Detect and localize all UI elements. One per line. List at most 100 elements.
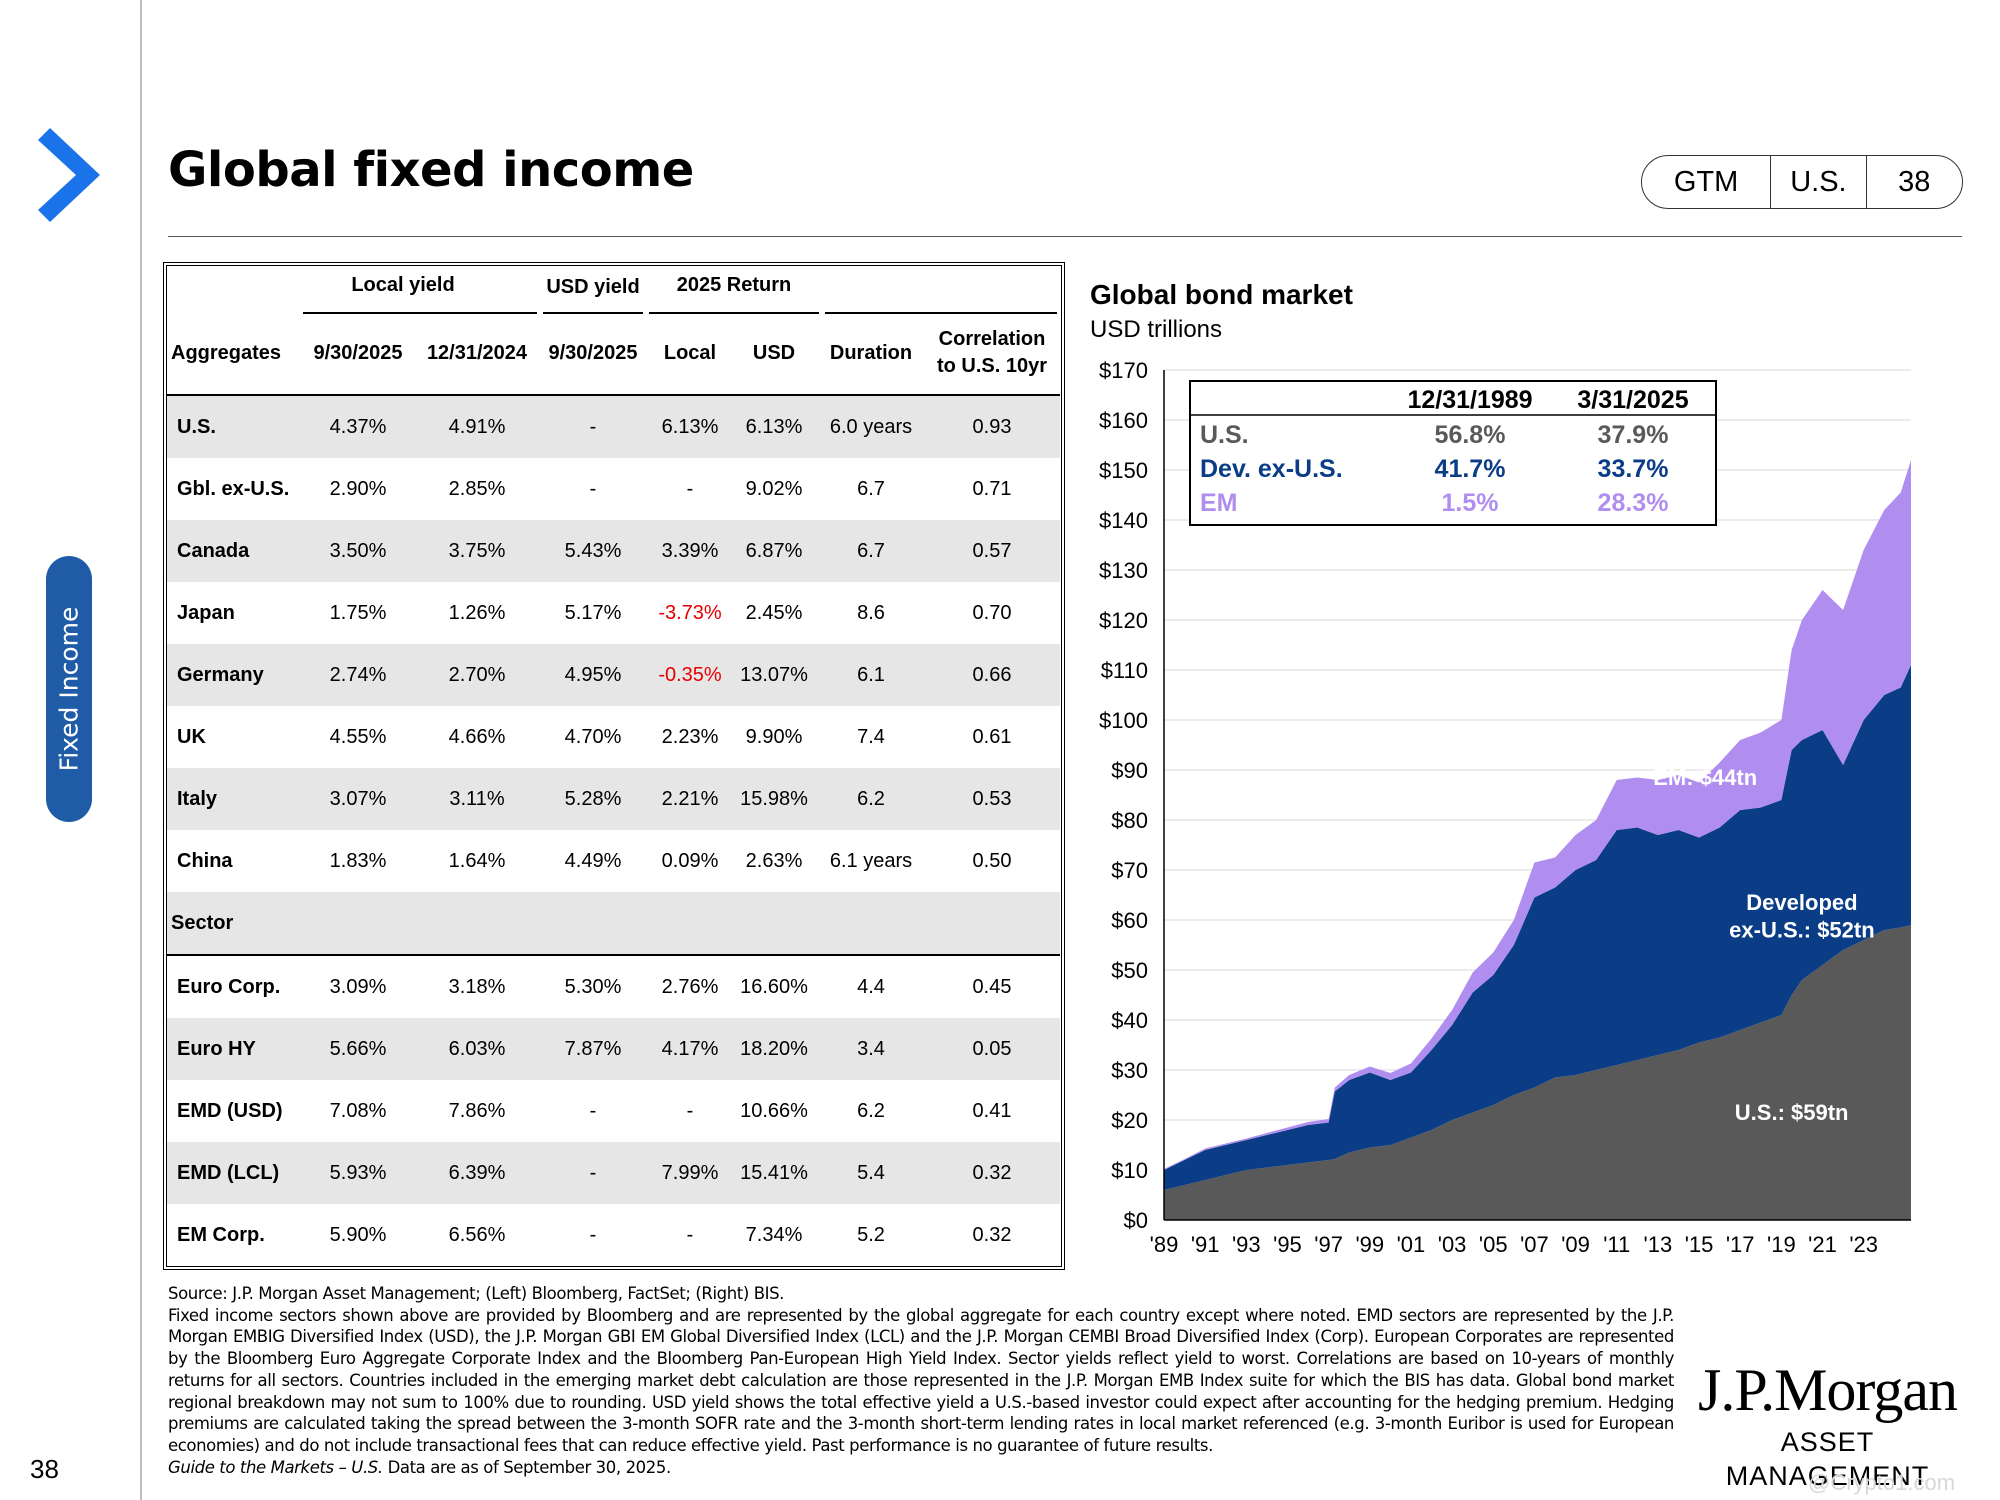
cell-usd: 4.95% [564,664,622,686]
cell-ly2: 1.26% [448,602,506,624]
chevron-right-icon [38,128,100,222]
cell-name: Italy [177,788,218,810]
cell-ly1: 2.74% [329,664,387,686]
sector-row: Euro HY 5.66% 6.03% 7.87% 4.17% 18.20% 3.4 0.05 [167,1018,1060,1080]
column-header-correlation: Correlation to U.S. 10yr [923,326,1061,380]
cell-corr: 0.57 [972,540,1012,562]
area-label-us: U.S.: $59tn [1735,1100,1849,1125]
x-tick-label: '91 [1191,1232,1220,1257]
cell-corr: 0.53 [972,788,1012,810]
jpmorgan-logo: J.P.Morgan ASSET MANAGEMENT [1690,1355,1965,1493]
cell-ly2: 3.75% [448,540,506,562]
column-header-duration: Duration [829,342,913,364]
cell-local: - [686,1100,694,1122]
y-tick-label: $110 [1101,658,1148,683]
table-row: Italy 3.07% 3.11% 5.28% 2.21% 15.98% 6.2 0.53 [167,768,1060,830]
cell-corr: 0.66 [972,664,1012,686]
cell-usd: 5.28% [564,788,622,810]
cell-duration: 6.2 [857,1100,885,1122]
inset-row-value-2025: 28.3% [1598,489,1669,517]
cell-name: EMD (LCL) [177,1162,280,1184]
sector-header-row: Sector [167,892,1060,954]
inset-row-value-2025: 37.9% [1598,421,1669,449]
footnotes: Source: J.P. Morgan Asset Management; (L… [168,1283,1674,1478]
sector-row: EMD (USD) 7.08% 7.86% - - 10.66% 6.2 0.41 [167,1080,1060,1142]
cell-corr: 0.05 [972,1038,1012,1060]
global-bond-market-chart: $0 $10 $20 $30 $40 $50 $60 $70 $80 $90 $100 $110 $12… [1099,358,1911,1257]
y-tick-label: $10 [1111,1158,1148,1183]
column-header-correlation-line2: to U.S. 10yr [936,355,1048,377]
guide-badge: GTM U.S. 38 [1641,155,1963,209]
cell-name: Gbl. ex-U.S. [177,478,290,500]
cell-local: - [686,478,694,500]
cell-local: 0.09% [661,850,719,872]
y-tick-label: $120 [1099,608,1148,633]
y-tick-label: $170 [1099,358,1148,383]
title-divider [168,236,1962,237]
cell-usd: - [589,416,597,438]
area-label-developed-line2: ex-U.S.: $52tn [1729,918,1875,943]
inset-row-label: EM [1200,489,1238,517]
x-tick-label: '13 [1644,1232,1673,1257]
cell-usdret: 15.41% [740,1162,808,1184]
cell-ly2: 2.70% [448,664,506,686]
column-header-aggregates: Aggregates [171,342,282,364]
section-tab-label: Fixed Income [54,606,84,772]
x-tick-label: '01 [1397,1232,1426,1257]
cell-name: EMD (USD) [177,1100,283,1122]
data-as-of: Data are as of September 30, 2025. [382,1457,672,1477]
section-tab-fixed-income[interactable]: Fixed Income [46,556,92,822]
y-tick-label: $20 [1111,1108,1148,1133]
column-header-local-yield-2: 12/31/2024 [426,342,528,364]
cell-local: -0.35% [658,664,722,686]
x-tick-label: '15 [1685,1232,1714,1257]
sector-row: EMD (LCL) 5.93% 6.39% - 7.99% 15.41% 5.4 0.32 [167,1142,1060,1204]
table-row: Canada 3.50% 3.75% 5.43% 3.39% 6.87% 6.7 0.57 [167,520,1060,582]
cell-usdret: 16.60% [740,976,808,998]
y-tick-label: $160 [1099,408,1148,433]
cell-usd: - [589,1224,597,1246]
jpmorgan-logo-sub: ASSET MANAGEMENT [1725,1427,1930,1491]
chart-subtitle: USD trillions [1090,316,1223,343]
y-tick-label: $140 [1099,508,1148,533]
cell-usd: 4.49% [564,850,622,872]
cell-duration: 6.7 [857,540,885,562]
cell-name: China [177,850,233,872]
cell-local: 2.76% [661,976,719,998]
source-note: Source: J.P. Morgan Asset Management; (L… [168,1284,785,1303]
cell-local: 7.99% [661,1162,719,1184]
cell-local: 3.39% [661,540,719,562]
guide-name: Guide to the Markets – U.S. [168,1457,383,1477]
cell-duration: 4.4 [857,976,885,998]
guide-note: Guide to the Markets – U.S. Data are as … [168,1457,1674,1479]
cell-corr: 0.41 [972,1100,1012,1122]
cell-ly1: 4.55% [329,726,387,748]
cell-usd: 4.70% [564,726,622,748]
inset-row-value-2025: 33.7% [1598,455,1669,483]
x-tick-label: '05 [1479,1232,1508,1257]
cell-ly1: 1.75% [329,602,387,624]
cell-usdret: 9.90% [745,726,803,748]
cell-local: 4.17% [661,1038,719,1060]
cell-ly1: 5.93% [329,1162,387,1184]
inset-row-value-1989: 56.8% [1435,421,1506,449]
x-tick-label: '23 [1849,1232,1878,1257]
y-tick-label: $150 [1099,458,1148,483]
cell-corr: 0.32 [972,1224,1012,1246]
area-u-s- [1164,925,1911,1220]
cell-duration: 5.2 [857,1224,885,1246]
page-number: 38 [30,1454,59,1484]
cell-corr: 0.32 [972,1162,1012,1184]
cell-name: Germany [177,664,264,686]
cell-usdret: 18.20% [740,1038,808,1060]
inset-row-label: U.S. [1200,421,1249,449]
cell-ly2: 4.91% [448,416,506,438]
area-label-developed-line1: Developed [1746,890,1857,915]
x-tick-label: '17 [1726,1232,1755,1257]
cell-usdret: 10.66% [740,1100,808,1122]
cell-corr: 0.50 [972,850,1012,872]
column-header-local-yield-1: 9/30/2025 [313,342,403,364]
y-tick-label: $100 [1099,708,1148,733]
cell-ly1: 1.83% [329,850,387,872]
page-title: Global fixed income [168,142,694,198]
